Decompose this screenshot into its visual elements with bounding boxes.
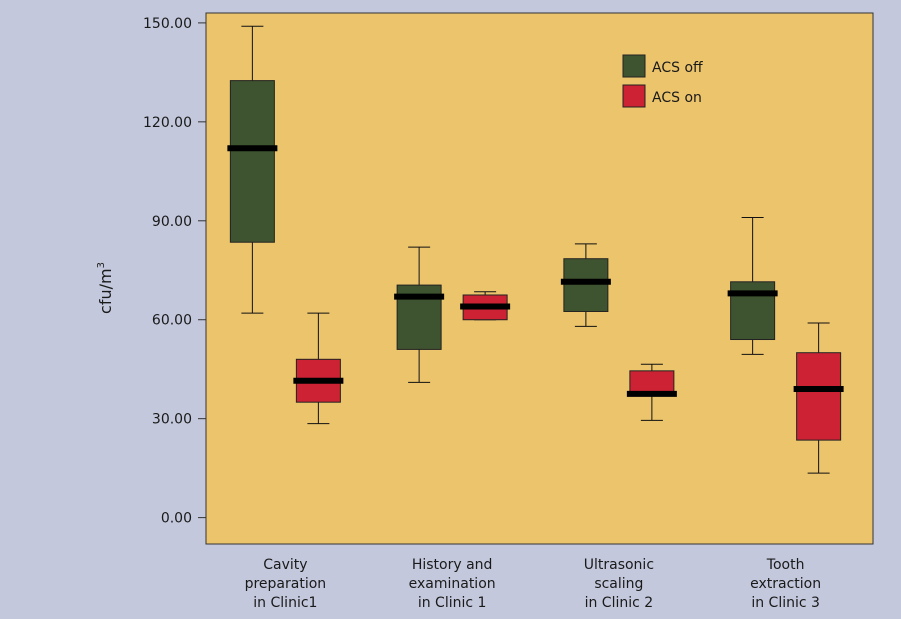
x-category-label-line: scaling (594, 576, 643, 592)
legend-label: ACS on (652, 90, 702, 106)
box-acs-on-0 (293, 312, 344, 425)
box-acs-on-3 (793, 322, 844, 474)
y-axis-ticks: 0.00 30.00 60.00 90.00 120.00 150.00 (143, 16, 206, 527)
x-category-label: Tooth extraction in Clinic 3 (750, 557, 821, 611)
box-iqr (796, 352, 842, 441)
x-category-label-line: in Clinic1 (253, 595, 317, 611)
y-tick-label: 150.00 (143, 16, 192, 32)
x-axis-labels: Cavity preparation in Clinic1 History and ex… (245, 557, 822, 611)
legend-label: ACS off (652, 60, 703, 76)
y-tick-label: 90.00 (152, 214, 192, 230)
box-acs-off-2 (560, 243, 611, 327)
box-iqr (229, 80, 275, 243)
x-category-label: Ultrasonic scaling in Clinic 2 (584, 557, 654, 611)
y-tick-label: 120.00 (143, 115, 192, 131)
legend-swatch (622, 84, 646, 108)
y-tick-label: 60.00 (152, 313, 192, 329)
x-category-label: History and examination in Clinic 1 (409, 557, 496, 611)
x-category-label-line: Cavity (263, 557, 307, 573)
x-category-label-line: Tooth (766, 557, 805, 573)
box-acs-on-2 (626, 363, 677, 421)
x-category-label-line: in Clinic 1 (418, 595, 487, 611)
box-acs-off-3 (727, 216, 778, 355)
box-acs-off-0 (227, 25, 278, 314)
x-category-label-line: extraction (750, 576, 821, 592)
box-group (227, 25, 844, 474)
x-category-label-line: in Clinic 3 (751, 595, 820, 611)
x-category-label-line: Ultrasonic (584, 557, 654, 573)
plot-area (205, 12, 874, 545)
legend: ACS off ACS on (622, 54, 703, 108)
y-tick-label: 30.00 (152, 412, 192, 428)
legend-swatch (622, 54, 646, 78)
y-axis-title-main: cfu/m (96, 268, 115, 314)
x-category-label-line: preparation (245, 576, 327, 592)
box-acs-off-1 (394, 246, 445, 383)
y-tick-label: 0.00 (161, 511, 192, 527)
x-category-label-line: examination (409, 576, 496, 592)
y-axis-title-superscript: 3 (96, 262, 107, 268)
y-axis-title: cfu/m3 (96, 262, 115, 314)
x-category-label: Cavity preparation in Clinic1 (245, 557, 327, 611)
x-category-label-line: History and (412, 557, 493, 573)
x-category-label-line: in Clinic 2 (585, 595, 654, 611)
box-iqr (563, 258, 609, 312)
box-acs-on-1 (460, 291, 511, 321)
